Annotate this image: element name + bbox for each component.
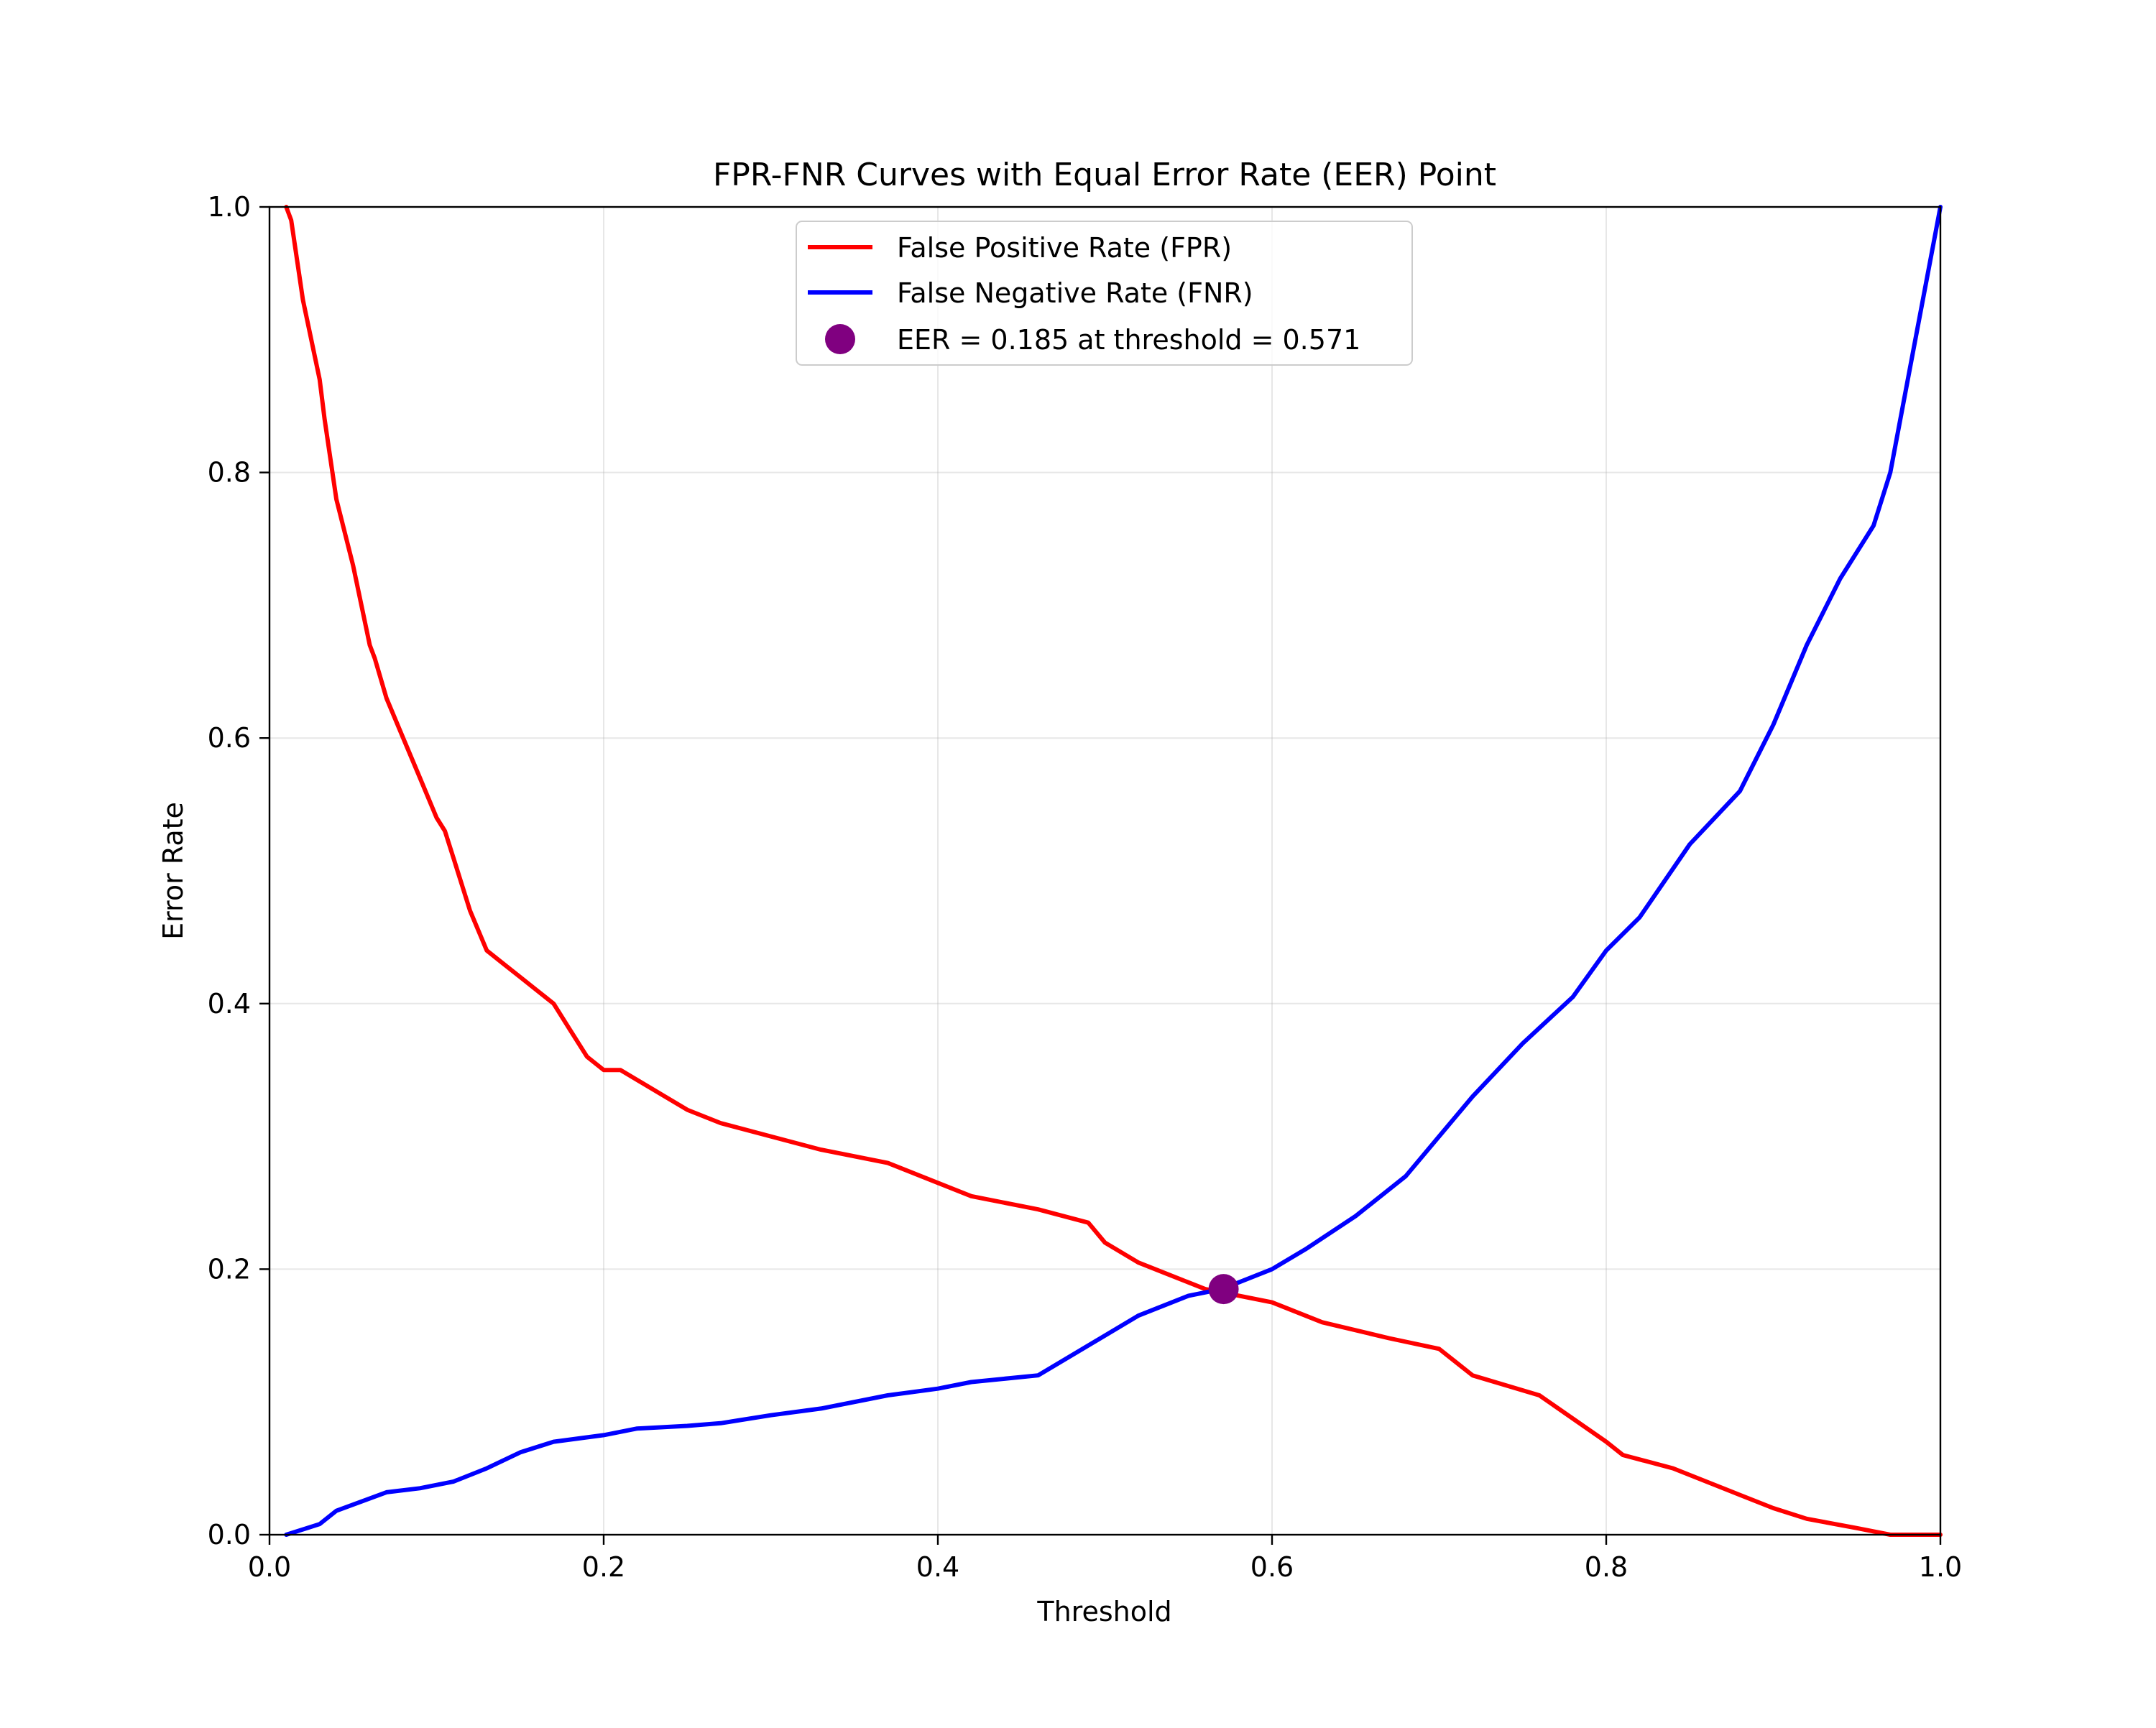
chart-title: FPR-FNR Curves with Equal Error Rate (EE… [713,157,1496,193]
y-tick-label: 0.4 [208,988,251,1020]
legend-eer-marker [825,324,855,354]
legend-fnr-label: False Negative Rate (FNR) [897,277,1253,309]
eer-points [1208,1274,1239,1305]
legend: False Positive Rate (FPR) False Negative… [796,221,1413,366]
plot-area-background [270,207,1940,1535]
legend-frame [796,221,1413,366]
eer-point-marker [1208,1274,1239,1305]
y-axis-label: Error Rate [157,802,189,940]
legend-eer-label: EER = 0.185 at threshold = 0.571 [897,324,1360,356]
y-tick-label: 0.6 [208,722,251,754]
plot-frame [268,205,1942,1536]
y-tick-label: 0.8 [208,457,251,489]
y-tick-label: 0.2 [208,1253,251,1285]
x-tick-label: 0.2 [582,1551,625,1583]
x-tick-label: 1.0 [1919,1551,1962,1583]
x-tick-label: 0.4 [916,1551,959,1583]
y-tick-label: 0.0 [208,1519,251,1551]
x-tick-label: 0.8 [1585,1551,1628,1583]
series-lines [284,205,1943,1537]
fpr-series-line [284,205,1943,1537]
x-tick-label: 0.6 [1250,1551,1294,1583]
legend-fpr-label: False Positive Rate (FPR) [897,232,1232,264]
fnr-series-line [284,205,1943,1537]
x-tick-label: 0.0 [248,1551,291,1583]
axis-ticks: 0.0 0.2 0.4 0.6 0.8 1.0 0.0 0.2 0.4 0.6 0.8 1.0 [208,191,1963,1583]
y-tick-label: 1.0 [208,191,251,223]
x-axis-label: Threshold [1036,1596,1171,1627]
